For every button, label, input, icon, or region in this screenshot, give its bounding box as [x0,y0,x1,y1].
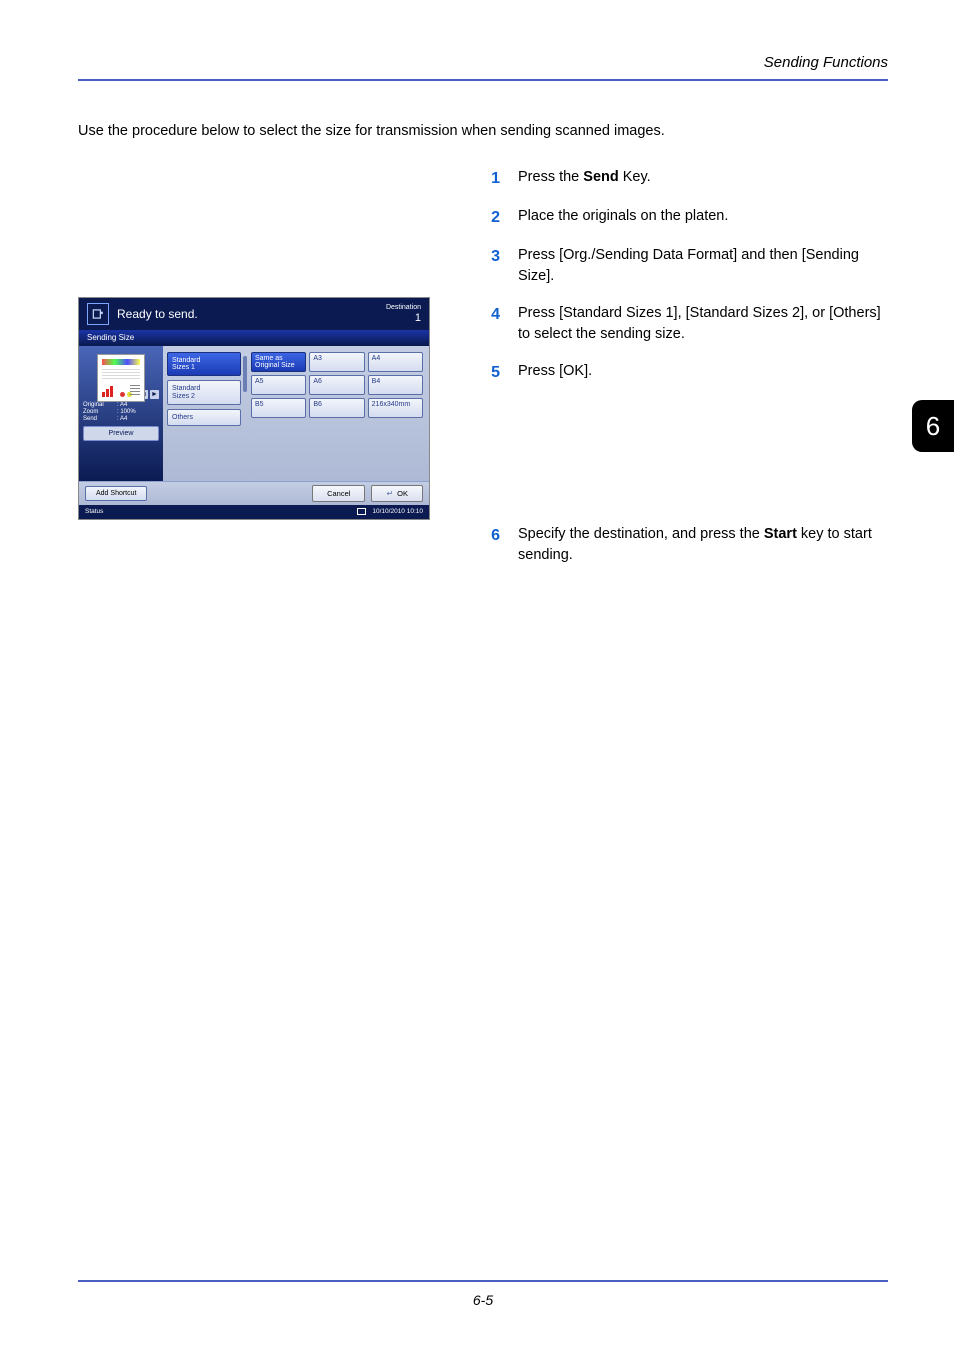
kv-zoom-v: 100% [117,409,136,415]
panel-actions: Add Shortcut Cancel ↵ OK [79,481,429,505]
step-1: 1 Press the Send Key. [486,167,888,190]
page-number: 6-5 [78,1292,888,1308]
cancel-button[interactable]: Cancel [312,485,365,502]
ok-button[interactable]: ↵ OK [371,485,423,502]
size-category-column: Standard Sizes 1 Standard Sizes 2 Others [163,346,245,481]
section-title: Sending Functions [78,54,888,71]
step-num: 3 [486,245,500,287]
kv-send-v: A4 [117,416,127,422]
destination-indicator: Destination 1 [386,304,421,324]
intro-text: Use the procedure below to select the si… [78,121,888,143]
preview-button[interactable]: Preview [83,426,159,441]
step-num: 6 [486,524,500,566]
kv-send-k: Send [83,416,117,422]
step-num: 2 [486,206,500,229]
ok-label: OK [397,489,408,498]
step-2: 2 Place the originals on the platen. [486,206,888,229]
step-num: 5 [486,361,500,384]
step-bold: Start [764,526,797,542]
status-datetime: 10/10/2010 10:10 [372,508,423,515]
b5-button[interactable]: B5 [251,398,306,418]
kv-original-k: Original [83,402,117,408]
tray-icon [357,508,366,515]
a4-button[interactable]: A4 [368,352,423,372]
step-text: Specify the destination, and press the [518,526,764,542]
step-5: 5 Press [OK]. [486,361,888,384]
std-sizes-1-button[interactable]: Standard Sizes 1 [167,352,241,377]
kv-zoom-k: Zoom [83,409,117,415]
step-text: Key. [619,169,651,185]
chapter-tab: 6 [912,400,954,452]
send-icon [87,303,109,325]
a5-button[interactable]: A5 [251,375,306,395]
step-num: 4 [486,303,500,345]
step-3: 3 Press [Org./Sending Data Format] and t… [486,245,888,287]
step-4: 4 Press [Standard Sizes 1], [Standard Si… [486,303,888,345]
step-text: Place the originals on the platen. [518,206,728,229]
step-6: 6 Specify the destination, and press the… [486,524,888,566]
b4-button[interactable]: B4 [368,375,423,395]
steps-column: 1 Press the Send Key. 2 Place the origin… [486,167,888,583]
step-num: 1 [486,167,500,190]
preview-pane: ◄► OriginalA4 Zoom100% SendA4 Preview [79,346,163,481]
b6-button[interactable]: B6 [309,398,364,418]
add-shortcut-button[interactable]: Add Shortcut [85,486,147,501]
step-text: Press [OK]. [518,361,592,384]
status-bar: Status 10/10/2010 10:10 [79,505,429,519]
screenshot-column: Ready to send. Destination 1 Sending Siz… [78,167,458,520]
destination-count: 1 [386,312,421,324]
kv-original-v: A4 [117,402,127,408]
footer-rule [78,1280,888,1282]
same-as-original-button[interactable]: Same as Original Size [251,352,306,372]
ready-text: Ready to send. [117,307,378,321]
size-grid: Same as Original Size A3 A4 A5 A6 B4 B5 … [245,346,429,481]
enter-icon: ↵ [386,489,393,498]
step-text: Press [Org./Sending Data Format] and the… [518,245,888,287]
step-bold: Send [583,169,618,185]
others-button[interactable]: Others [167,409,241,426]
panel-header: Ready to send. Destination 1 [79,298,429,330]
panel-tab: Sending Size [79,330,429,346]
header-rule [78,79,888,81]
step-text: Press the [518,169,583,185]
step-text: Press [Standard Sizes 1], [Standard Size… [518,303,888,345]
216x340-button[interactable]: 216x340mm [368,398,423,418]
preview-thumbnail [97,354,145,402]
destination-label: Destination [386,304,421,311]
status-label[interactable]: Status [85,508,103,515]
std-sizes-2-button[interactable]: Standard Sizes 2 [167,380,241,405]
device-panel: Ready to send. Destination 1 Sending Siz… [78,297,430,520]
a6-button[interactable]: A6 [309,375,364,395]
a3-button[interactable]: A3 [309,352,364,372]
